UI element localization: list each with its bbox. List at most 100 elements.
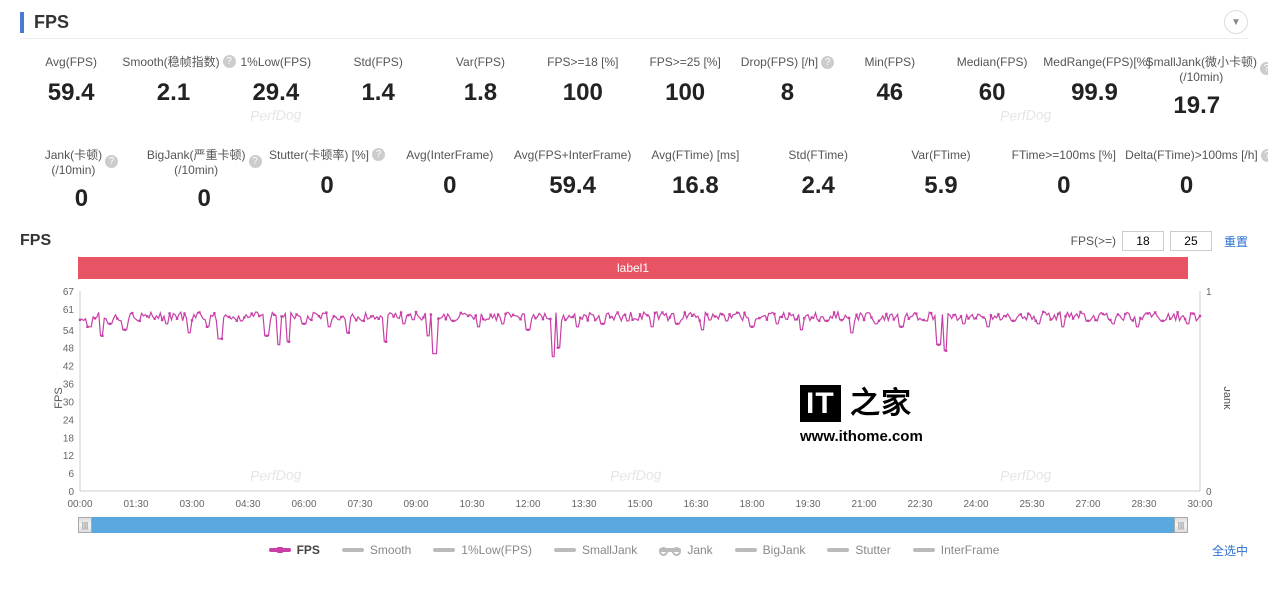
fps-chart[interactable]: 0612182430364248546167FPS01Jank00:0001:3… [50, 283, 1230, 513]
help-icon[interactable]: ? [1261, 149, 1268, 162]
metric-cell: Stutter(卡顿率) [%] ? 0 [266, 146, 389, 213]
chart-legend: FPS Smooth 1%Low(FPS) SmallJank Jank BigJank S… [20, 543, 1248, 557]
metric-label: Avg(FPS+InterFrame) [514, 148, 631, 162]
svg-text:13:30: 13:30 [571, 499, 596, 510]
metric-value: 0 [143, 185, 266, 213]
metric-cell: Smooth(稳帧指数) ?2.1 [122, 53, 224, 120]
metric-cell: 1%Low(FPS) 29.4 [225, 53, 327, 120]
chart-title: FPS [20, 232, 51, 250]
legend-item[interactable]: InterFrame [913, 543, 1000, 557]
legend-swatch [827, 548, 849, 552]
metric-value: 99.9 [1043, 79, 1145, 107]
legend-swatch [659, 548, 681, 552]
legend-item[interactable]: 1%Low(FPS) [433, 543, 532, 557]
metric-label: Delta(FTime)>100ms [/h] ? [1125, 148, 1268, 162]
time-scrollbar[interactable]: ||| ||| [78, 517, 1188, 533]
metric-cell: Delta(FTime)>100ms [/h] ?0 [1125, 146, 1248, 213]
svg-text:54: 54 [63, 326, 75, 337]
metric-cell: Avg(FPS+InterFrame) 59.4 [511, 146, 634, 213]
svg-text:06:00: 06:00 [291, 499, 316, 510]
chart-full-range-label[interactable]: label1 [78, 257, 1188, 279]
metric-label: Stutter(卡顿率) [%] ? [269, 146, 385, 163]
threshold-input-1[interactable] [1122, 231, 1164, 251]
metric-cell: FPS>=18 [%]100 [532, 53, 634, 120]
svg-text:18:00: 18:00 [739, 499, 764, 510]
svg-text:12: 12 [63, 451, 75, 462]
legend-label: Smooth [370, 543, 411, 557]
legend-item[interactable]: Smooth [342, 543, 411, 557]
legend-item[interactable]: FPS [269, 543, 320, 557]
section-title: FPS [20, 12, 69, 33]
legend-label: SmallJank [582, 543, 637, 557]
legend-label: 1%Low(FPS) [461, 543, 532, 557]
svg-text:01:30: 01:30 [123, 499, 148, 510]
metric-value: 29.4 [225, 79, 327, 107]
metric-label: Smooth(稳帧指数) ? [122, 53, 235, 70]
svg-text:10:30: 10:30 [459, 499, 484, 510]
metric-value: 59.4 [20, 79, 122, 107]
legend-swatch [913, 548, 935, 552]
svg-text:24:00: 24:00 [963, 499, 988, 510]
metric-label: Drop(FPS) [/h] ? [741, 55, 834, 69]
select-all-link[interactable]: 全选中 [1212, 542, 1248, 559]
legend-label: FPS [297, 543, 320, 557]
metric-value: 60 [941, 79, 1043, 107]
help-icon[interactable]: ? [249, 155, 262, 168]
svg-text:28:30: 28:30 [1131, 499, 1156, 510]
scroll-handle-left[interactable]: ||| [78, 517, 92, 533]
metric-label: 1%Low(FPS) [240, 55, 311, 69]
metric-cell: Jank(卡顿)(/10min) ? 0 [20, 146, 143, 213]
metric-cell: FPS>=25 [%]100 [634, 53, 736, 120]
help-icon[interactable]: ? [821, 56, 834, 69]
svg-text:00:00: 00:00 [67, 499, 92, 510]
svg-text:16:30: 16:30 [683, 499, 708, 510]
metric-cell: Std(FTime)2.4 [757, 146, 880, 213]
svg-text:21:00: 21:00 [851, 499, 876, 510]
legend-label: Stutter [855, 543, 890, 557]
collapse-button[interactable]: ▼ [1224, 10, 1248, 34]
threshold-input-2[interactable] [1170, 231, 1212, 251]
svg-text:25:30: 25:30 [1019, 499, 1044, 510]
legend-swatch [735, 548, 757, 552]
metric-value: 100 [634, 79, 736, 107]
help-icon[interactable]: ? [105, 155, 118, 168]
scroll-handle-right[interactable]: ||| [1174, 517, 1188, 533]
metrics-row-1: PerfDog PerfDog Avg(FPS)59.4Smooth(稳帧指数)… [20, 53, 1248, 132]
legend-swatch [342, 548, 364, 552]
legend-item[interactable]: Jank [659, 543, 712, 557]
metric-label: Jank(卡顿)(/10min) ? [45, 146, 118, 177]
metric-value: 59.4 [511, 172, 634, 200]
metric-cell: FTime>=100ms [%]0 [1002, 146, 1125, 213]
metric-label: SmallJank(微小卡顿)(/10min) ? [1146, 53, 1268, 84]
legend-item[interactable]: SmallJank [554, 543, 637, 557]
section-header: FPS ▼ [20, 10, 1248, 39]
svg-text:15:00: 15:00 [627, 499, 652, 510]
metric-cell: Avg(FTime) [ms]16.8 [634, 146, 757, 213]
metric-label: Avg(InterFrame) [406, 148, 493, 162]
metric-cell: SmallJank(微小卡顿)(/10min) ?19.7 [1146, 53, 1248, 120]
help-icon[interactable]: ? [372, 148, 385, 161]
metric-label: FTime>=100ms [%] [1012, 148, 1116, 162]
metric-label: Min(FPS) [864, 55, 915, 69]
chart-header: FPS FPS(>=) 重置 [20, 231, 1248, 251]
metric-value: 0 [266, 172, 389, 200]
svg-text:61: 61 [63, 305, 75, 316]
svg-text:19:30: 19:30 [795, 499, 820, 510]
svg-text:0: 0 [68, 487, 74, 498]
legend-item[interactable]: Stutter [827, 543, 890, 557]
metric-value: 2.1 [122, 79, 224, 107]
metric-label: Std(FPS) [353, 55, 402, 69]
metric-value: 19.7 [1146, 92, 1248, 120]
metric-label: FPS>=18 [%] [547, 55, 618, 69]
metric-value: 8 [736, 79, 838, 107]
plot-wrapper: 0612182430364248546167FPS01Jank00:0001:3… [50, 283, 1208, 513]
metric-value: 0 [388, 172, 511, 200]
svg-text:07:30: 07:30 [347, 499, 372, 510]
reset-link[interactable]: 重置 [1224, 233, 1248, 250]
legend-label: BigJank [763, 543, 806, 557]
legend-item[interactable]: BigJank [735, 543, 806, 557]
metric-label: Std(FTime) [788, 148, 848, 162]
svg-text:09:00: 09:00 [403, 499, 428, 510]
help-icon[interactable]: ? [1260, 62, 1268, 75]
metric-value: 0 [20, 185, 143, 213]
